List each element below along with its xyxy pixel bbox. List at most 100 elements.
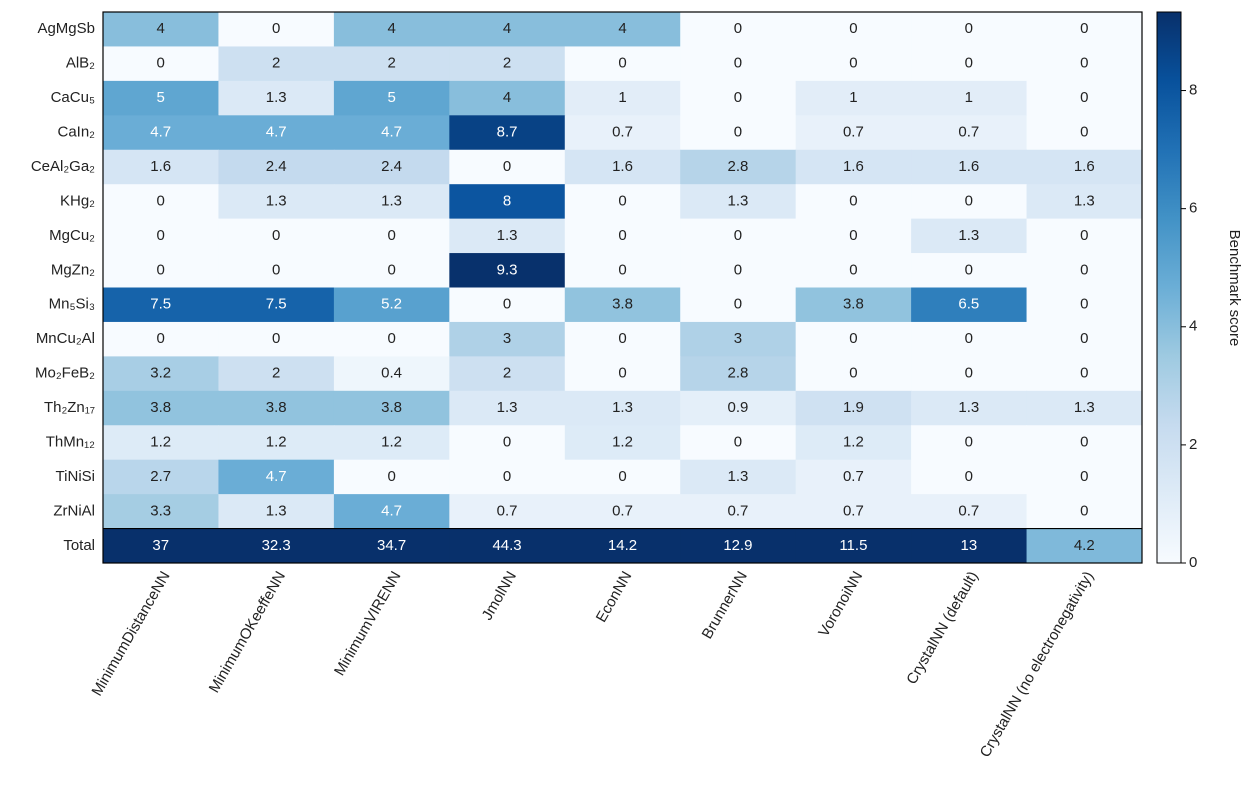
cell-label: 0 bbox=[1080, 433, 1088, 450]
cell-label: 2.4 bbox=[381, 158, 402, 175]
cell bbox=[449, 390, 566, 426]
cell bbox=[680, 184, 797, 220]
cell-label: 2.8 bbox=[728, 158, 749, 175]
cell-label: 0.7 bbox=[497, 502, 518, 519]
cell-label: 8.7 bbox=[497, 124, 518, 141]
cell bbox=[1026, 46, 1143, 82]
cell-label: 1.3 bbox=[497, 227, 518, 244]
colorbar-tick-label: 6 bbox=[1189, 200, 1197, 217]
cell-label: 0 bbox=[618, 227, 626, 244]
cell-label: 7.5 bbox=[150, 296, 171, 313]
cell bbox=[911, 80, 1028, 116]
cell-label: 0 bbox=[618, 468, 626, 485]
cell-label: 0 bbox=[849, 330, 857, 347]
cell-label: 0 bbox=[387, 468, 395, 485]
cell-label: 2 bbox=[503, 55, 511, 72]
cell-label: 0 bbox=[157, 261, 165, 278]
cell bbox=[795, 494, 912, 530]
cell bbox=[333, 218, 450, 254]
cell-label: 4 bbox=[157, 20, 165, 37]
cell bbox=[333, 149, 450, 185]
colorbar-tick-label: 0 bbox=[1189, 554, 1197, 571]
column-label: JmolNN bbox=[479, 568, 520, 623]
cell-label: 0 bbox=[1080, 227, 1088, 244]
cell-label: 0 bbox=[965, 365, 973, 382]
colorbar-tick-label: 2 bbox=[1189, 436, 1197, 453]
cell bbox=[564, 218, 681, 254]
cell-label: 0 bbox=[849, 192, 857, 209]
cell-label: 1 bbox=[849, 89, 857, 106]
cell bbox=[449, 12, 566, 47]
cell bbox=[564, 149, 681, 185]
cell-label: 0 bbox=[734, 124, 742, 141]
row-label: Mo₂FeB₂ bbox=[35, 365, 95, 382]
cell-label: 0 bbox=[157, 192, 165, 209]
cell bbox=[795, 115, 912, 151]
cell-label: 3 bbox=[734, 330, 742, 347]
cell bbox=[795, 218, 912, 254]
cell-label: 0 bbox=[965, 433, 973, 450]
cell-label: 1.2 bbox=[150, 433, 171, 450]
cell-label: 0 bbox=[387, 330, 395, 347]
cell bbox=[680, 149, 797, 185]
cell-label: 44.3 bbox=[492, 537, 521, 554]
cell-label: 0 bbox=[272, 330, 280, 347]
cell bbox=[218, 321, 335, 357]
cell-label: 4 bbox=[503, 20, 511, 37]
cell bbox=[449, 115, 566, 151]
cell bbox=[911, 184, 1028, 220]
cell-label: 1.6 bbox=[843, 158, 864, 175]
cell bbox=[564, 80, 681, 116]
cell bbox=[564, 184, 681, 220]
cell-label: 0.7 bbox=[958, 502, 979, 519]
cell bbox=[218, 149, 335, 185]
cell-label: 0 bbox=[965, 192, 973, 209]
cell-label: 8 bbox=[503, 192, 511, 209]
cell-label: 0 bbox=[1080, 502, 1088, 519]
cell-label: 0 bbox=[734, 55, 742, 72]
cell-label: 0 bbox=[157, 55, 165, 72]
cell-label: 0.7 bbox=[843, 468, 864, 485]
cell-label: 3.8 bbox=[266, 399, 287, 416]
cell-label: 0 bbox=[1080, 296, 1088, 313]
cell-label: 0 bbox=[849, 55, 857, 72]
cell-label: 3.8 bbox=[150, 399, 171, 416]
column-label: VoronoiNN bbox=[815, 568, 866, 639]
column-label: CrystalNN (default) bbox=[903, 568, 981, 687]
cell bbox=[1026, 321, 1143, 357]
cell-label: 0.7 bbox=[843, 502, 864, 519]
cell-label: 4.7 bbox=[150, 124, 171, 141]
cell bbox=[564, 459, 681, 495]
cell-label: 4 bbox=[618, 20, 626, 37]
cell bbox=[1026, 356, 1143, 392]
cell bbox=[564, 253, 681, 288]
cell bbox=[103, 321, 219, 357]
cell bbox=[564, 46, 681, 82]
cell bbox=[680, 80, 797, 116]
cell bbox=[103, 218, 219, 254]
cell bbox=[564, 321, 681, 357]
cell bbox=[103, 80, 219, 116]
cell-label: 0 bbox=[1080, 124, 1088, 141]
cell bbox=[103, 390, 219, 426]
row-label: KHg₂ bbox=[60, 192, 95, 209]
cell bbox=[680, 46, 797, 82]
cell bbox=[218, 287, 335, 323]
cell-label: 1 bbox=[965, 89, 973, 106]
cell bbox=[218, 218, 335, 254]
cell bbox=[449, 287, 566, 323]
cell bbox=[449, 46, 566, 82]
cell-label: 1.6 bbox=[958, 158, 979, 175]
cell bbox=[218, 80, 335, 116]
cell-label: 0 bbox=[965, 468, 973, 485]
cell-label: 5 bbox=[157, 89, 165, 106]
cell bbox=[795, 80, 912, 116]
cell bbox=[680, 390, 797, 426]
row-label: CeAl₂Ga₂ bbox=[31, 158, 95, 175]
cell-label: 0 bbox=[849, 20, 857, 37]
cell bbox=[680, 253, 797, 288]
cell bbox=[103, 356, 219, 392]
cell bbox=[911, 253, 1028, 288]
cell bbox=[218, 253, 335, 288]
cell bbox=[103, 184, 219, 220]
